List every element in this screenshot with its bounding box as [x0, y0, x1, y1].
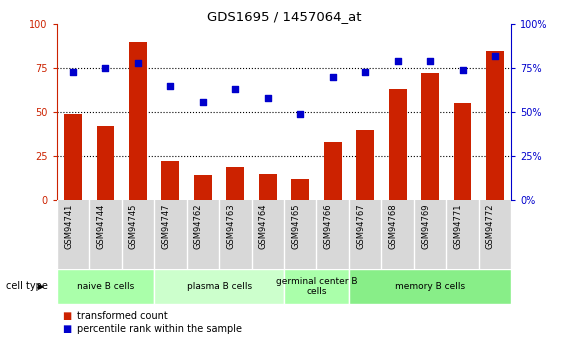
Bar	[486, 51, 504, 200]
Text: GSM94764: GSM94764	[259, 204, 268, 249]
Point	[231, 87, 240, 92]
Point	[361, 69, 370, 75]
Bar	[194, 176, 212, 200]
Point	[296, 111, 305, 117]
Text: GSM94768: GSM94768	[389, 204, 398, 249]
Point	[69, 69, 78, 75]
Bar	[129, 42, 147, 200]
Text: germinal center B
cells: germinal center B cells	[275, 277, 357, 296]
Text: naive B cells: naive B cells	[77, 282, 134, 291]
Text: cell type: cell type	[6, 282, 48, 291]
Bar	[97, 126, 114, 200]
Text: plasma B cells: plasma B cells	[186, 282, 252, 291]
Bar	[64, 114, 82, 200]
Text: memory B cells: memory B cells	[395, 282, 465, 291]
Text: transformed count: transformed count	[77, 311, 168, 321]
Bar	[356, 130, 374, 200]
Text: GSM94747: GSM94747	[161, 204, 170, 249]
Point	[393, 58, 402, 64]
Bar	[454, 104, 471, 200]
Text: GSM94771: GSM94771	[453, 204, 462, 249]
Point	[133, 60, 143, 66]
Bar	[389, 89, 407, 200]
Text: GSM94763: GSM94763	[226, 204, 235, 249]
Point	[166, 83, 175, 89]
Bar	[161, 161, 179, 200]
Text: ■: ■	[62, 311, 72, 321]
Text: ▶: ▶	[37, 282, 44, 291]
Bar	[291, 179, 309, 200]
Text: GSM94772: GSM94772	[486, 204, 495, 249]
Bar	[154, 269, 284, 304]
Text: GSM94767: GSM94767	[356, 204, 365, 249]
Bar	[284, 269, 349, 304]
Point	[198, 99, 207, 104]
Point	[328, 74, 337, 80]
Point	[425, 58, 435, 64]
Text: GSM94769: GSM94769	[421, 204, 430, 249]
Bar	[259, 174, 277, 200]
Bar	[227, 167, 244, 200]
Bar	[324, 142, 341, 200]
Text: GSM94745: GSM94745	[129, 204, 138, 249]
Point	[263, 95, 272, 101]
Text: GSM94762: GSM94762	[194, 204, 203, 249]
Text: GSM94765: GSM94765	[291, 204, 300, 249]
Point	[458, 67, 467, 73]
Text: GSM94741: GSM94741	[64, 204, 73, 249]
Point	[490, 53, 499, 59]
Text: GDS1695 / 1457064_at: GDS1695 / 1457064_at	[207, 10, 361, 23]
Text: GSM94744: GSM94744	[97, 204, 106, 249]
Text: percentile rank within the sample: percentile rank within the sample	[77, 325, 241, 334]
Bar	[349, 269, 511, 304]
Text: GSM94766: GSM94766	[324, 204, 333, 249]
Bar	[421, 73, 439, 200]
Point	[101, 66, 110, 71]
Text: ■: ■	[62, 325, 72, 334]
Bar	[57, 269, 154, 304]
